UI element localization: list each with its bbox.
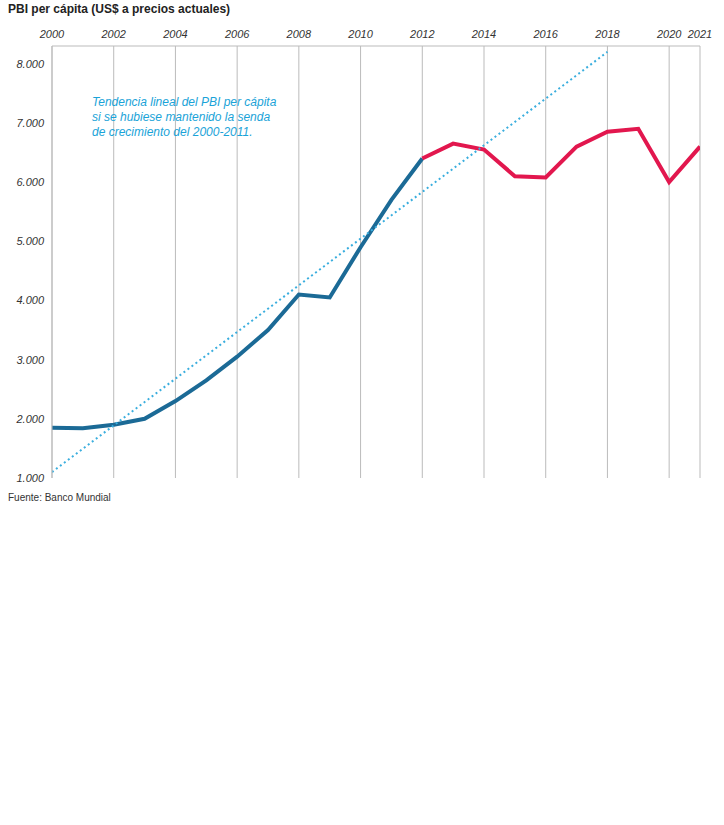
html-text:PBI per cápita (US$ a precios: PBI per cápita (US$ a precios actuales) (8, 2, 231, 16)
svg-text:8.000: 8.000 (16, 58, 44, 70)
svg-text:2006: 2006 (224, 28, 250, 40)
svg-text:2000: 2000 (39, 28, 65, 40)
svg-text:5.000: 5.000 (16, 235, 44, 247)
svg-text:6.000: 6.000 (16, 176, 44, 188)
svg-text:2021: 2021 (687, 28, 712, 40)
svg-text:3.000: 3.000 (16, 354, 44, 366)
svg-text:1.000: 1.000 (16, 472, 44, 484)
html-text:Tendencia lineal del PBI per c: Tendencia lineal del PBI per cápita si s… (92, 95, 277, 139)
svg-text:2020: 2020 (656, 28, 682, 40)
svg-text:2014: 2014 (471, 28, 496, 40)
svg-text:2016: 2016 (532, 28, 558, 40)
svg-text:2002: 2002 (100, 28, 125, 40)
svg-text:2.000: 2.000 (15, 413, 44, 425)
svg-text:2008: 2008 (286, 28, 312, 40)
svg-text:2010: 2010 (347, 28, 373, 40)
svg-text:7.000: 7.000 (16, 117, 44, 129)
svg-text:4.000: 4.000 (16, 294, 44, 306)
svg-text:2018: 2018 (594, 28, 620, 40)
svg-text:2012: 2012 (409, 28, 434, 40)
html-text:Fuente: Banco Mundial: Fuente: Banco Mundial (8, 492, 111, 503)
svg-text:2004: 2004 (162, 28, 187, 40)
